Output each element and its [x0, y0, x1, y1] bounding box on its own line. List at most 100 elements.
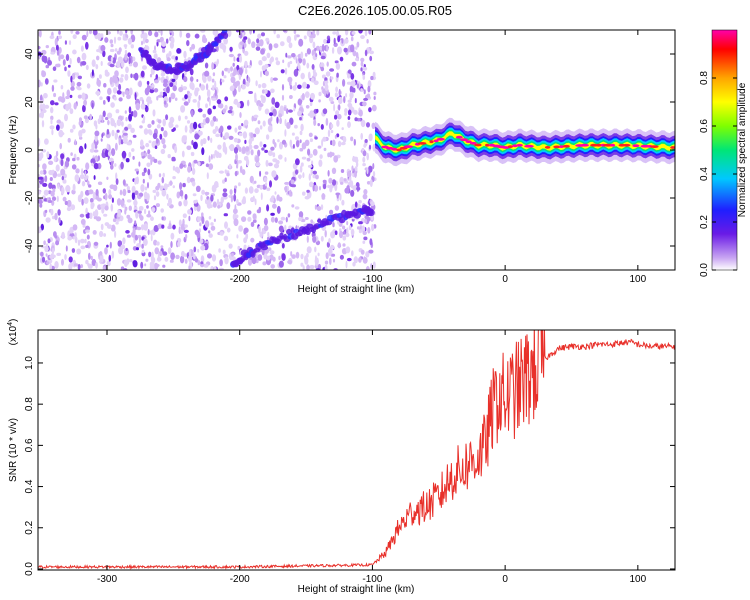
- noise-speckle: [45, 217, 51, 223]
- noise-speckle: [67, 64, 71, 68]
- noise-speckle: [217, 144, 222, 150]
- noise-speckle: [342, 136, 347, 143]
- noise-speckle: [320, 204, 324, 211]
- noise-speckle: [68, 40, 72, 45]
- noise-speckle: [43, 240, 46, 245]
- noise-speckle: [342, 235, 347, 241]
- noise-speckle: [190, 110, 194, 118]
- noise-speckle: [175, 254, 180, 260]
- noise-speckle: [278, 154, 283, 160]
- noise-speckle: [260, 70, 262, 78]
- noise-speckle: [154, 45, 156, 52]
- noise-speckle: [289, 95, 293, 99]
- noise-speckle: [153, 225, 159, 232]
- noise-speckle: [200, 255, 205, 263]
- noise-speckle: [258, 225, 261, 234]
- noise-speckle: [142, 32, 148, 40]
- noise-speckle: [162, 48, 166, 53]
- noise-speckle: [320, 235, 324, 242]
- noise-speckle: [92, 230, 97, 235]
- signal-peak: [610, 143, 616, 147]
- noise-speckle: [285, 216, 288, 223]
- snr-y-label: SNR (10 * v/v): [8, 418, 19, 482]
- noise-speckle: [140, 261, 144, 269]
- noise-speckle: [205, 103, 208, 108]
- noise-speckle: [219, 42, 225, 49]
- noise-speckle: [113, 123, 117, 127]
- noise-speckle: [116, 129, 120, 133]
- noise-speckle: [170, 37, 175, 44]
- noise-speckle: [99, 255, 103, 263]
- x-tick-label: -100: [362, 274, 382, 285]
- noise-speckle: [160, 148, 166, 155]
- noise-speckle: [243, 227, 249, 234]
- noise-speckle: [127, 52, 132, 58]
- noise-speckle: [260, 94, 264, 99]
- noise-speckle: [144, 38, 149, 44]
- noise-speckle: [244, 50, 249, 56]
- noise-speckle: [115, 109, 120, 114]
- noise-speckle: [217, 204, 221, 209]
- noise-speckle: [314, 47, 317, 52]
- noise-speckle: [295, 251, 300, 259]
- noise-speckle: [313, 184, 319, 192]
- noise-speckle: [272, 138, 276, 145]
- signal-peak: [562, 144, 570, 148]
- noise-speckle: [187, 166, 192, 173]
- noise-speckle: [211, 62, 215, 70]
- noise-speckle: [56, 252, 62, 256]
- noise-speckle: [370, 214, 374, 221]
- noise-speckle: [311, 160, 314, 166]
- noise-speckle: [298, 99, 303, 104]
- noise-speckle: [143, 167, 147, 173]
- noise-speckle: [211, 254, 217, 262]
- noise-speckle: [45, 253, 48, 257]
- noise-speckle: [350, 189, 355, 197]
- noise-speckle: [264, 171, 269, 175]
- noise-speckle: [345, 93, 348, 98]
- noise-speckle: [250, 221, 255, 227]
- noise-speckle: [230, 66, 233, 72]
- noise-speckle: [258, 60, 263, 66]
- noise-speckle: [366, 122, 370, 128]
- noise-speckle: [366, 39, 369, 44]
- noise-speckle: [167, 247, 172, 255]
- noise-speckle: [263, 225, 269, 232]
- noise-speckle: [86, 83, 91, 89]
- noise-speckle: [200, 139, 204, 147]
- noise-speckle: [184, 115, 188, 120]
- noise-speckle: [111, 197, 114, 203]
- noise-speckle: [155, 185, 160, 191]
- noise-speckle: [66, 89, 71, 97]
- noise-speckle: [327, 184, 330, 189]
- noise-speckle: [135, 210, 139, 219]
- noise-speckle: [109, 241, 112, 249]
- noise-speckle: [336, 119, 340, 127]
- noise-speckle: [141, 243, 144, 249]
- noise-speckle: [293, 30, 297, 34]
- noise-speckle: [202, 75, 207, 83]
- noise-speckle: [356, 41, 360, 48]
- noise-speckle: [197, 100, 201, 109]
- noise-speckle: [281, 253, 286, 261]
- noise-speckle: [303, 35, 307, 40]
- colorbar-tick-label: 0.8: [699, 71, 710, 85]
- noise-speckle: [108, 189, 112, 196]
- noise-speckle: [155, 203, 160, 208]
- noise-speckle: [146, 194, 150, 202]
- noise-speckle: [126, 94, 131, 100]
- noise-speckle: [91, 142, 95, 151]
- noise-speckle: [157, 223, 163, 229]
- noise-speckle: [65, 53, 70, 62]
- noise-speckle: [360, 35, 365, 39]
- noise-speckle: [110, 203, 114, 212]
- noise-speckle: [187, 90, 189, 95]
- noise-speckle: [202, 138, 207, 145]
- noise-speckle: [370, 201, 375, 207]
- noise-speckle: [344, 30, 349, 36]
- noise-speckle: [58, 35, 62, 39]
- noise-speckle: [261, 82, 267, 89]
- noise-speckle: [132, 155, 135, 160]
- noise-speckle: [234, 204, 237, 212]
- noise-speckle: [187, 209, 192, 215]
